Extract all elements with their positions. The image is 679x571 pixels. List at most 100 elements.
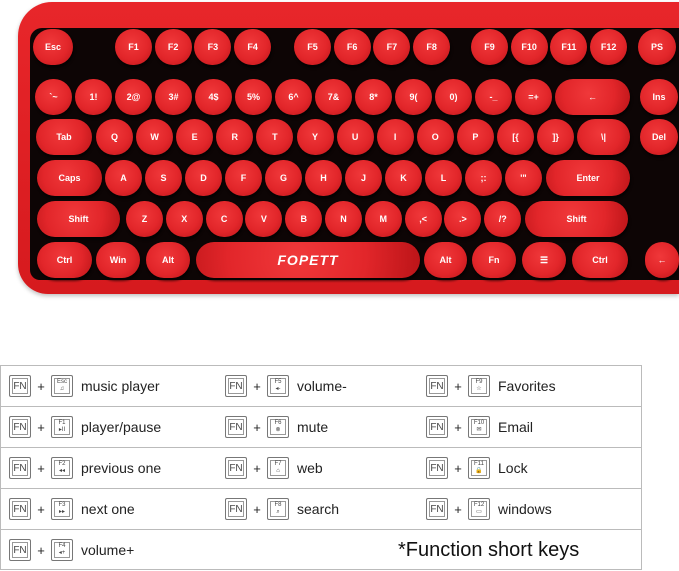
spacebar-key[interactable]: FOPETT — [196, 242, 420, 278]
key-f1[interactable]: F1 — [115, 29, 152, 65]
media-icon: ♫ — [59, 386, 65, 392]
key[interactable]: '" — [505, 160, 542, 196]
key-e[interactable]: E — [176, 119, 214, 155]
key[interactable]: ]} — [537, 119, 575, 155]
key-enter[interactable]: Enter — [546, 160, 630, 196]
media-icon: ◂- — [275, 386, 281, 392]
key-t[interactable]: T — [256, 119, 294, 155]
key-alt[interactable]: Alt — [424, 242, 467, 278]
key-v[interactable]: V — [245, 201, 283, 237]
key-1[interactable]: 1! — [75, 79, 112, 115]
key-tab[interactable]: Tab — [36, 119, 92, 155]
plus-sign: + — [37, 542, 45, 558]
key-w[interactable]: W — [136, 119, 174, 155]
key-alt[interactable]: Alt — [146, 242, 190, 278]
plus-sign: + — [454, 501, 462, 517]
function-key-label: F10 — [473, 420, 485, 426]
key-6[interactable]: 6^ — [275, 79, 312, 115]
key-win[interactable]: Win — [96, 242, 140, 278]
shortcut-row: FN + F4 ◂+ volume+ *Function short keys — [1, 530, 641, 571]
key-fn[interactable]: Fn — [472, 242, 516, 278]
key-f4[interactable]: F4 — [234, 29, 272, 65]
key-ps[interactable]: PS — [638, 29, 676, 65]
key-f[interactable]: F — [225, 160, 262, 196]
key[interactable]: `~ — [35, 79, 72, 115]
key[interactable]: ← — [555, 79, 630, 115]
key-y[interactable]: Y — [296, 119, 334, 155]
key[interactable]: ,< — [404, 201, 442, 237]
key-2[interactable]: 2@ — [115, 79, 152, 115]
key-u[interactable]: U — [336, 119, 374, 155]
function-key-icon: F3 ▸▸ — [51, 498, 73, 520]
key-ctrl[interactable]: Ctrl — [37, 242, 92, 278]
key-esc[interactable]: Esc — [33, 29, 73, 65]
key-f9[interactable]: F9 — [471, 29, 508, 65]
key-j[interactable]: J — [345, 160, 382, 196]
key-d[interactable]: D — [185, 160, 222, 196]
key-4[interactable]: 4$ — [195, 79, 232, 115]
shortcut-description: music player — [81, 378, 160, 394]
key-p[interactable]: P — [456, 119, 494, 155]
media-icon: ▸▸ — [58, 509, 66, 515]
key-i[interactable]: I — [376, 119, 414, 155]
key-f8[interactable]: F8 — [413, 29, 451, 65]
key[interactable]: /? — [484, 201, 522, 237]
key-caps[interactable]: Caps — [37, 160, 102, 196]
plus-sign: + — [454, 419, 462, 435]
shortcut-description: web — [297, 460, 323, 476]
key-0[interactable]: 0) — [435, 79, 472, 115]
key-s[interactable]: S — [145, 160, 182, 196]
function-key-icon: F12 ▭ — [468, 498, 490, 520]
function-key-icon: F2 ◂◂ — [51, 457, 73, 479]
plus-sign: + — [37, 378, 45, 394]
key-f2[interactable]: F2 — [154, 29, 192, 65]
key-shift[interactable]: Shift — [37, 201, 120, 237]
key[interactable]: -_ — [475, 79, 512, 115]
function-key-label: F11 — [474, 461, 484, 467]
key-k[interactable]: K — [385, 160, 422, 196]
key-c[interactable]: C — [205, 201, 243, 237]
key-g[interactable]: G — [265, 160, 302, 196]
fn-key-icon: FN — [426, 375, 448, 397]
media-icon: ▸II — [58, 427, 66, 433]
key-o[interactable]: O — [416, 119, 454, 155]
shortcut-description: next one — [81, 501, 135, 517]
key[interactable]: .> — [444, 201, 482, 237]
key-l[interactable]: L — [425, 160, 462, 196]
key-f5[interactable]: F5 — [294, 29, 331, 65]
key-f12[interactable]: F12 — [590, 29, 628, 65]
key-q[interactable]: Q — [96, 119, 133, 155]
key-ctrl[interactable]: Ctrl — [572, 242, 628, 278]
plus-sign: + — [454, 378, 462, 394]
key-x[interactable]: X — [165, 201, 203, 237]
key-r[interactable]: R — [216, 119, 254, 155]
shortcut-cell: FN + F1 ▸II player/pause — [9, 407, 161, 447]
key[interactable]: ☰ — [522, 242, 566, 278]
key-7[interactable]: 7& — [315, 79, 352, 115]
key-f3[interactable]: F3 — [194, 29, 232, 65]
function-key-icon: F1 ▸II — [51, 416, 73, 438]
key-f7[interactable]: F7 — [373, 29, 411, 65]
key-f10[interactable]: F10 — [510, 29, 548, 65]
key[interactable]: ← — [645, 242, 679, 278]
key-ins[interactable]: Ins — [640, 79, 678, 115]
key-del[interactable]: Del — [640, 119, 678, 155]
key-5[interactable]: 5% — [235, 79, 272, 115]
key-f6[interactable]: F6 — [333, 29, 371, 65]
key[interactable]: ;: — [465, 160, 502, 196]
key[interactable]: \| — [577, 119, 630, 155]
plus-sign: + — [253, 378, 261, 394]
key-f11[interactable]: F11 — [550, 29, 588, 65]
key-shift[interactable]: Shift — [525, 201, 628, 237]
key-a[interactable]: A — [105, 160, 142, 196]
key-h[interactable]: H — [305, 160, 342, 196]
key-m[interactable]: M — [364, 201, 402, 237]
key-8[interactable]: 8* — [355, 79, 392, 115]
key-z[interactable]: Z — [126, 201, 163, 237]
key-n[interactable]: N — [325, 201, 362, 237]
key-3[interactable]: 3# — [155, 79, 192, 115]
key-9[interactable]: 9( — [395, 79, 432, 115]
key[interactable]: =+ — [515, 79, 552, 115]
key[interactable]: [{ — [497, 119, 534, 155]
key-b[interactable]: B — [285, 201, 323, 237]
